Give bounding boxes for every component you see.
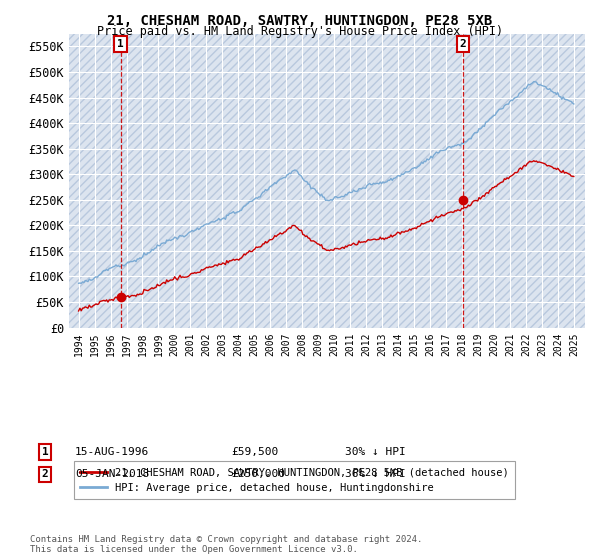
Text: 05-JAN-2018: 05-JAN-2018: [75, 469, 149, 479]
Text: Contains HM Land Registry data © Crown copyright and database right 2024.
This d: Contains HM Land Registry data © Crown c…: [30, 535, 422, 554]
Text: £59,500: £59,500: [231, 447, 278, 457]
Text: 30% ↓ HPI: 30% ↓ HPI: [345, 447, 406, 457]
Text: 36% ↓ HPI: 36% ↓ HPI: [345, 469, 406, 479]
Text: 15-AUG-1996: 15-AUG-1996: [75, 447, 149, 457]
Text: 1: 1: [117, 39, 124, 49]
Text: 1: 1: [41, 447, 49, 457]
Text: 21, CHESHAM ROAD, SAWTRY, HUNTINGDON, PE28 5XB: 21, CHESHAM ROAD, SAWTRY, HUNTINGDON, PE…: [107, 14, 493, 28]
Text: 2: 2: [459, 39, 466, 49]
Text: Price paid vs. HM Land Registry's House Price Index (HPI): Price paid vs. HM Land Registry's House …: [97, 25, 503, 38]
Text: £250,000: £250,000: [231, 469, 285, 479]
Text: 2: 2: [41, 469, 49, 479]
Legend: 21, CHESHAM ROAD, SAWTRY, HUNTINGDON, PE28 5XB (detached house), HPI: Average pr: 21, CHESHAM ROAD, SAWTRY, HUNTINGDON, PE…: [74, 461, 515, 499]
